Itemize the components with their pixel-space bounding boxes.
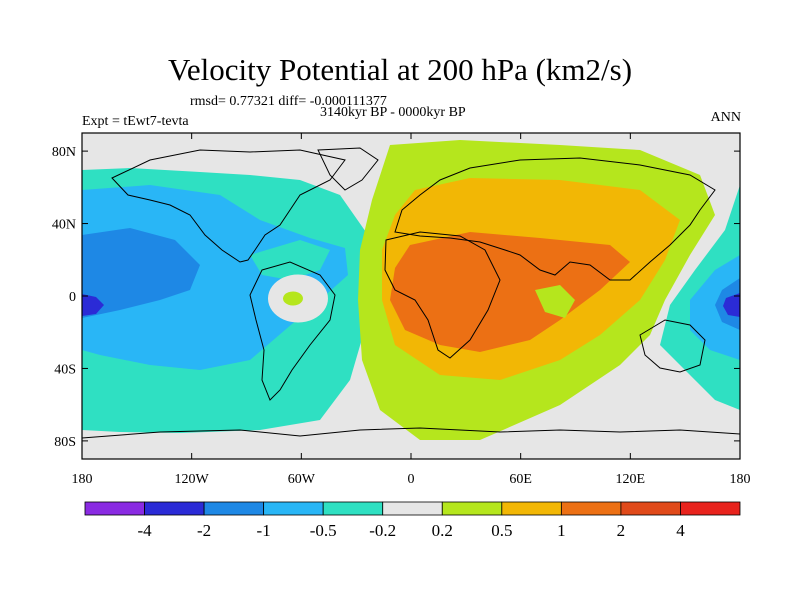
coast-antarctica xyxy=(82,427,740,439)
lat-tick-label: 0 xyxy=(69,290,76,305)
colorbar-swatch xyxy=(501,501,562,516)
lon-tick-label: 180 xyxy=(72,472,93,487)
colorbar-swatch xyxy=(263,501,324,516)
colorbar-swatch xyxy=(144,501,205,516)
experiment-label: Expt = tEwt7-tevta xyxy=(82,114,189,129)
colorbar-swatch xyxy=(203,501,265,516)
lat-tick-label: 40S xyxy=(54,362,76,377)
colorbar-label: 0.5 xyxy=(491,521,512,540)
colorbar-label: -0.5 xyxy=(310,521,337,540)
west-pacific-min-region xyxy=(723,293,740,317)
stats-line: rmsd= 0.77321 diff= -0.000111377 xyxy=(190,94,387,109)
coast-australia xyxy=(639,319,706,373)
dateline-min-region xyxy=(82,294,104,316)
lon-axis: 180 120W 60W 0 60E 120E 180 xyxy=(72,133,751,487)
colorbar-swatch xyxy=(680,501,741,516)
colorbar-swatch xyxy=(84,501,145,516)
colorbar-swatch xyxy=(560,501,622,516)
figure-title: Velocity Potential at 200 hPa (km2/s) xyxy=(167,52,633,87)
season-label: ANN xyxy=(710,110,741,125)
lon-tick-label: 120E xyxy=(616,472,646,487)
colorbar-label: 0.2 xyxy=(432,521,453,540)
map-area xyxy=(82,133,740,459)
colorbar-swatch xyxy=(620,501,681,516)
colorbar-swatch xyxy=(441,501,503,516)
colorbar-label: 1 xyxy=(557,521,566,540)
period-label: 3140kyr BP - 0000kyr BP xyxy=(320,105,466,120)
coast-north-america xyxy=(111,149,346,263)
colorbar-label: -2 xyxy=(197,521,211,540)
coast-eurasia xyxy=(394,157,716,281)
lon-tick-label: 60E xyxy=(509,472,532,487)
pacific-core-region xyxy=(82,185,348,370)
west-pacific-core-region xyxy=(690,255,740,360)
colorbar-swatch xyxy=(322,501,384,516)
colorbar-label: -4 xyxy=(137,521,152,540)
coast-south-america xyxy=(249,261,336,401)
lat-tick-label: 80S xyxy=(54,435,76,450)
colorbar-swatch xyxy=(382,501,443,516)
colorbar-label: 4 xyxy=(676,521,685,540)
lon-tick-label: 180 xyxy=(730,472,751,487)
lon-tick-label: 0 xyxy=(408,472,415,487)
colorbar-label: -1 xyxy=(257,521,271,540)
coast-greenland xyxy=(317,147,379,191)
lon-tick-label: 60W xyxy=(288,472,316,487)
pacific-east-region xyxy=(250,240,330,280)
coast-africa xyxy=(384,231,501,359)
colorbar-label: 2 xyxy=(617,521,626,540)
lat-tick-label: 40N xyxy=(52,218,76,233)
lon-tick-label: 120W xyxy=(175,472,210,487)
positive-spot xyxy=(283,291,303,306)
arabian-green-tongue xyxy=(535,285,575,318)
coastlines xyxy=(82,147,740,439)
pacific-deep-region xyxy=(82,228,200,318)
colorbar: -4 -2 -1 -0.5 -0.2 0.2 0.5 1 2 4 xyxy=(84,501,741,540)
colorbar-label: -0.2 xyxy=(369,521,396,540)
lat-tick-label: 80N xyxy=(52,145,76,160)
lat-axis: 80N 40N 0 40S 80S xyxy=(52,145,740,450)
